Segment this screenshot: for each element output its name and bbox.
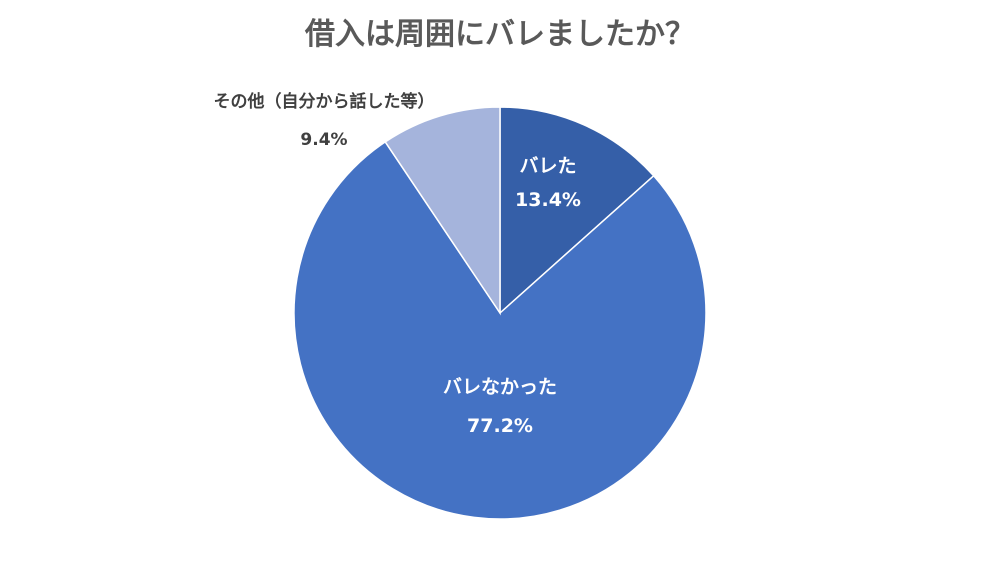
- slice-barenakatta: [293, 140, 707, 520]
- slice-label-barenakatta: バレなかった: [443, 376, 557, 398]
- slice-value-other: 9.4%: [300, 130, 347, 150]
- slice-bareta: [499, 106, 655, 315]
- slice-other: [384, 106, 501, 316]
- slice-label-other: その他（自分から話した等）: [214, 91, 435, 112]
- chart-title: 借入は周囲にバレましたか？: [304, 17, 695, 52]
- slice-value-bareta: 13.4%: [515, 189, 581, 211]
- slice-value-barenakatta: 77.2%: [467, 415, 533, 437]
- slice-label-bareta: バレた: [519, 155, 576, 177]
- pie-slices: [293, 106, 707, 520]
